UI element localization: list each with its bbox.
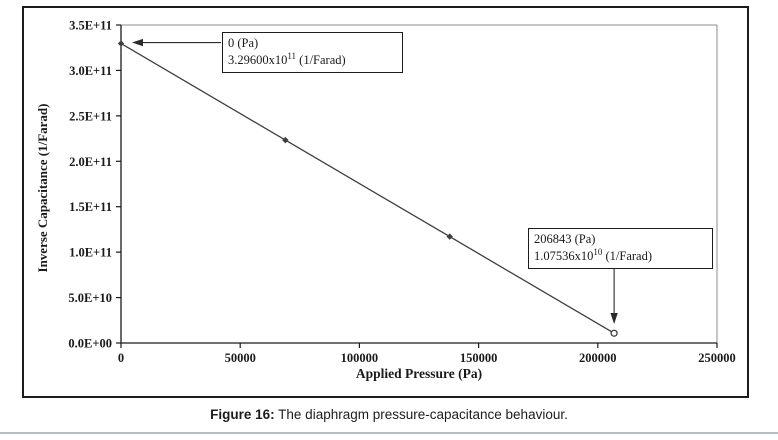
y-tick-label: 0.0E+00 [68, 337, 112, 351]
annotation-value-exponent: 10 [593, 246, 603, 257]
y-tick-label: 3.0E+11 [69, 64, 112, 78]
annotation-value-base: 3.29600x10 [228, 53, 288, 67]
x-tick-label: 100000 [341, 351, 379, 365]
annotation-arrow-head [610, 313, 618, 324]
x-tick-label: 250000 [698, 351, 736, 365]
x-tick-label: 150000 [460, 351, 498, 365]
data-point-marker [610, 329, 618, 337]
figure-caption-label: Figure 16: [210, 407, 275, 422]
annotation-box-max-pressure: 206843 (Pa) 1.07536x1010 (1/Farad) [528, 228, 713, 269]
y-tick-label: 1.0E+11 [69, 246, 112, 260]
annotation-value-unit: (1/Farad) [296, 53, 346, 67]
annotation-value-base: 1.07536x10 [534, 249, 594, 263]
y-tick-label: 5.0E+10 [68, 291, 112, 305]
annotation-line-capacitance: 1.07536x1010 (1/Farad) [534, 246, 706, 265]
annotation-value-exponent: 11 [287, 50, 297, 61]
annotation-value-unit: (1/Farad) [602, 249, 653, 263]
y-tick-label: 2.0E+11 [69, 155, 112, 169]
annotation-arrow-head [132, 38, 143, 47]
data-point-marker [446, 233, 453, 240]
y-tick-label: 1.5E+11 [69, 200, 112, 214]
x-tick-label: 50000 [225, 351, 256, 365]
x-tick-label: 0 [118, 351, 124, 365]
x-tick-label: 200000 [579, 351, 617, 365]
annotation-box-zero-pressure: 0 (Pa) 3.29600x1011 (1/Farad) [222, 32, 403, 73]
annotation-line-capacitance: 3.29600x1011 (1/Farad) [228, 50, 396, 69]
figure-caption: Figure 16: The diaphragm pressure-capaci… [0, 407, 778, 422]
data-point-marker [117, 40, 125, 47]
bottom-divider [0, 432, 778, 434]
series-line [120, 42, 615, 334]
figure-caption-text: The diaphragm pressure-capacitance behav… [278, 407, 568, 422]
y-axis-title: Inverse Capacitance (1/Farad) [35, 103, 50, 273]
annotation-line-pressure: 0 (Pa) [228, 36, 259, 50]
y-tick-label: 2.5E+11 [69, 109, 112, 123]
annotation-line-pressure: 206843 (Pa) [534, 232, 596, 246]
data-point-marker [282, 136, 289, 144]
x-axis-title: Applied Pressure (Pa) [355, 366, 483, 381]
y-tick-label: 3.5E+11 [69, 19, 112, 33]
